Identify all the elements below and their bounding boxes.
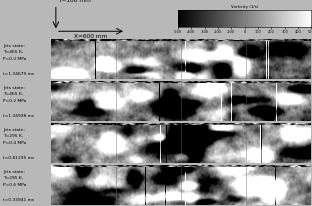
Text: P=0.2 MPa: P=0.2 MPa xyxy=(3,99,27,103)
Text: P=0.6 MPa: P=0.6 MPa xyxy=(3,183,27,187)
Text: X=600 mm: X=600 mm xyxy=(74,34,108,39)
Text: t=0.81295 ms: t=0.81295 ms xyxy=(3,156,35,160)
Text: t=0.33941 ms: t=0.33941 ms xyxy=(3,198,35,202)
Text: T=465 K,: T=465 K, xyxy=(3,50,24,54)
Text: T=295 K,: T=295 K, xyxy=(3,176,24,180)
Text: P=0.4 MPa: P=0.4 MPa xyxy=(3,141,27,145)
Text: T=295 K,: T=295 K, xyxy=(3,134,24,138)
Text: Jets state:: Jets state: xyxy=(3,44,26,48)
Text: Jets state:: Jets state: xyxy=(3,170,26,173)
Text: Y=100 mm: Y=100 mm xyxy=(58,0,91,3)
Text: t=1.34679 ms: t=1.34679 ms xyxy=(3,72,35,76)
Title: Vorticity (1/s): Vorticity (1/s) xyxy=(231,5,258,9)
Text: P=0.2 MPa: P=0.2 MPa xyxy=(3,57,27,61)
Text: t=1.34938 ms: t=1.34938 ms xyxy=(3,114,35,118)
Text: Jets state:: Jets state: xyxy=(3,85,26,90)
Text: Jets state:: Jets state: xyxy=(3,128,26,132)
Text: T=465 K,: T=465 K, xyxy=(3,92,24,96)
